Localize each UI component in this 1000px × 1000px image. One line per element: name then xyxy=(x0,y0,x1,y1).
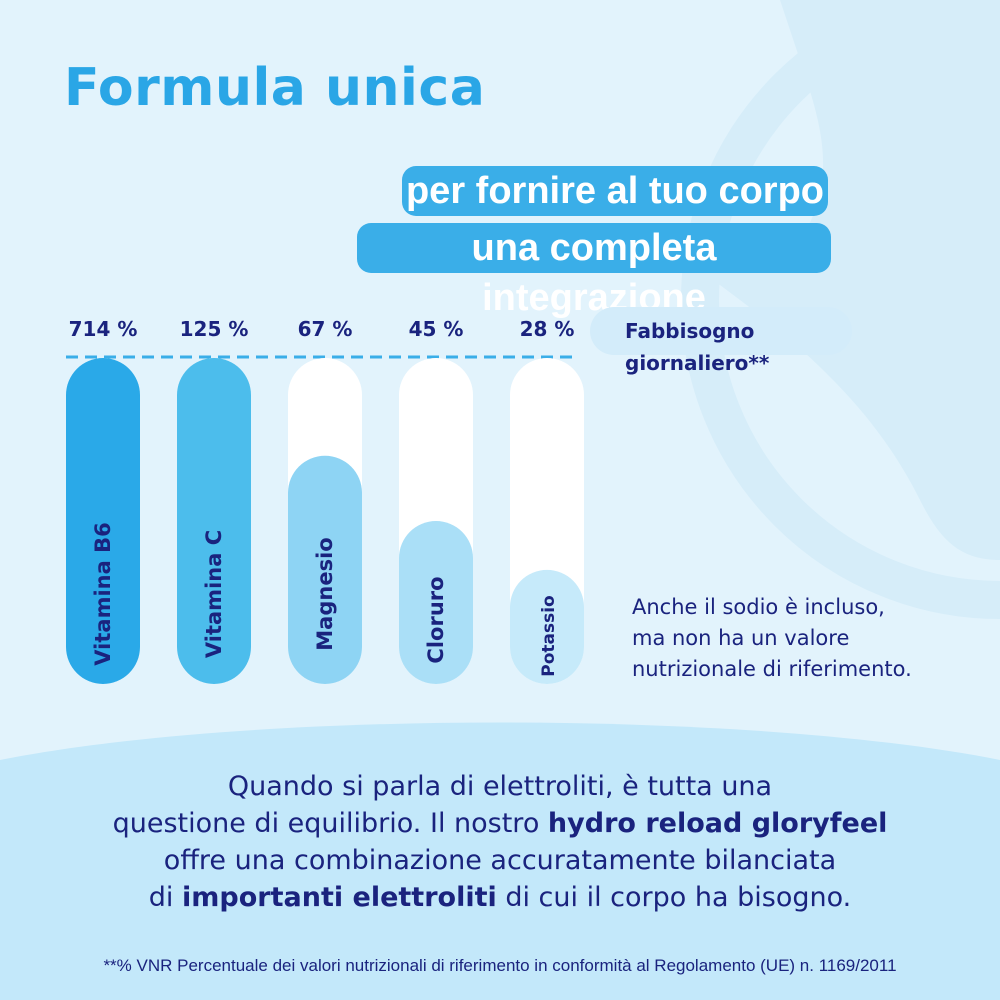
value-label: 45 % xyxy=(409,317,464,341)
bar xyxy=(399,521,473,684)
value-label: 125 % xyxy=(180,317,249,341)
description-paragraph: Quando si parla di elettroliti, è tutta … xyxy=(40,768,960,916)
subtitle-line-1: per fornire al tuo corpo xyxy=(402,166,828,216)
nutrient-bar-chart: 714 % Vitamina B6 125 % Vitamina C 67 % Magne… xyxy=(66,317,584,684)
bar xyxy=(177,358,251,684)
description-line-4-pre: di xyxy=(148,882,183,913)
description-line-3: offre una combinazione accuratamente bil… xyxy=(163,845,837,876)
legend-line-1: Fabbisogno xyxy=(625,319,755,343)
description-line-2-text: questione di equilibrio. Il nostro xyxy=(112,808,548,839)
description-line-4-post: di cui il corpo ha bisogno. xyxy=(496,882,852,913)
legend-background xyxy=(590,307,852,355)
bar xyxy=(510,569,584,684)
product-name: hydro reload gloryfeel xyxy=(547,808,888,839)
page-title: Formula unica xyxy=(64,58,486,118)
category-label: Vitamina C xyxy=(202,530,226,658)
electrolytes-emphasis: importanti elettroliti xyxy=(182,882,497,913)
value-label: 714 % xyxy=(69,317,138,341)
bottom-wave-background xyxy=(0,722,1000,1000)
legend-label: Fabbisogno giornaliero** xyxy=(625,315,769,379)
note-line-1: Anche il sodio è incluso, xyxy=(632,595,885,619)
footnote: **% VNR Percentuale dei valori nutrizion… xyxy=(103,956,897,975)
category-label: Vitamina B6 xyxy=(91,522,115,665)
bar xyxy=(288,455,362,684)
legend-line-2: giornaliero** xyxy=(625,351,770,375)
category-label: Potassio xyxy=(539,595,559,676)
value-label: 67 % xyxy=(298,317,353,341)
bar xyxy=(66,358,140,684)
description-line-2: questione di equilibrio. Il nostro hydro… xyxy=(40,805,960,842)
category-label: Cloruro xyxy=(424,576,448,663)
description-line-4: di importanti elettroliti di cui il corp… xyxy=(40,879,960,916)
sodium-note: Anche il sodio è incluso, ma non ha un v… xyxy=(632,592,992,685)
description-line-1: Quando si parla di elettroliti, è tutta … xyxy=(227,771,773,802)
category-label: Magnesio xyxy=(313,537,337,650)
note-line-2: ma non ha un valore xyxy=(632,626,850,650)
note-line-3: nutrizionale di riferimento. xyxy=(632,657,912,681)
value-label: 28 % xyxy=(520,317,575,341)
